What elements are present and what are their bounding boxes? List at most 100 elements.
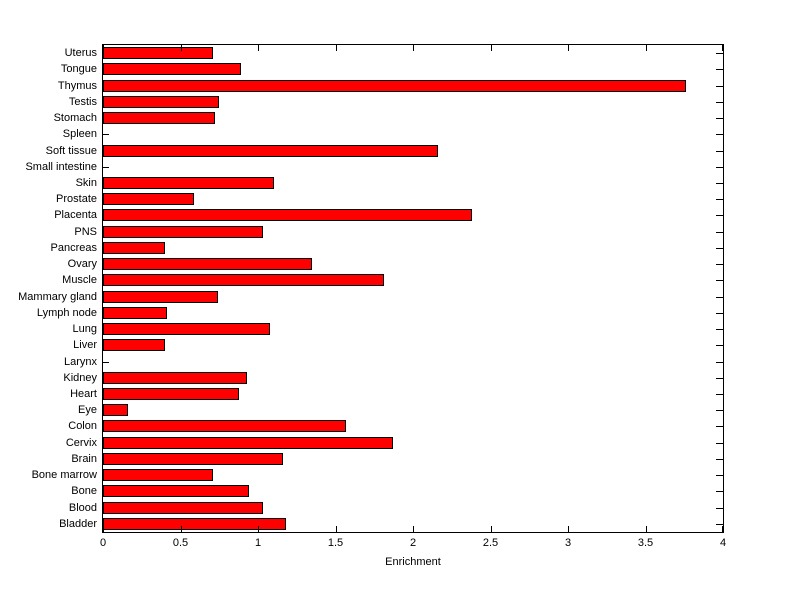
y-tick-label: Mammary gland [18,290,97,303]
bar [103,291,218,303]
y-tick-right [716,378,723,379]
x-tick-bottom [336,526,337,532]
y-tick-right [716,508,723,509]
y-tick-right [716,102,723,103]
y-tick-left [103,134,109,135]
bar [103,47,213,59]
x-tick-top [103,45,104,51]
y-tick-label: Lung [72,323,97,336]
x-tick-bottom [413,526,414,532]
x-tick-label: 2 [409,537,417,549]
bar [103,112,215,124]
x-tick-top [491,45,492,51]
bar [103,420,346,432]
x-tick-label: 3 [564,537,572,549]
y-tick-label: PNS [74,225,97,238]
bar [103,404,128,416]
y-tick-right [716,410,723,411]
y-tick-label: Bone marrow [31,469,97,482]
bar [103,80,686,92]
x-tick-label: 1 [254,537,262,549]
y-tick-label: Soft tissue [45,144,97,157]
x-tick-top [722,45,723,51]
x-tick-bottom [722,526,723,532]
x-tick-top [258,45,259,51]
y-tick-label: Eye [78,404,97,417]
x-axis-title: Enrichment [385,556,441,568]
y-tick-label: Ovary [67,258,97,271]
y-tick-right [716,313,723,314]
x-tick-top [336,45,337,51]
x-tick-top [646,45,647,51]
y-tick-right [716,248,723,249]
x-tick-bottom [491,526,492,532]
y-tick-label: Skin [75,176,97,189]
y-tick-right [716,362,723,363]
bar [103,437,393,449]
y-tick-left [103,167,109,168]
bar [103,96,219,108]
y-tick-label: Heart [70,388,97,401]
bar [103,339,165,351]
y-tick-label: Liver [73,339,97,352]
bar [103,372,247,384]
y-tick-right [716,426,723,427]
y-tick-label: Placenta [54,209,97,222]
y-tick-right [716,459,723,460]
x-tick-label: 1.5 [327,537,344,549]
x-tick-label: 2.5 [482,537,499,549]
bar [103,502,263,514]
x-tick-top [181,45,182,51]
bar [103,209,472,221]
plot-area [102,44,724,533]
y-tick-right [716,297,723,298]
y-tick-right [716,329,723,330]
y-tick-label: Bone [71,485,97,498]
bar [103,323,270,335]
x-tick-label: 3.5 [637,537,654,549]
y-tick-label: Kidney [63,371,97,384]
y-tick-label: Larynx [63,355,97,368]
x-tick-label: 0.5 [172,537,189,549]
y-tick-right [716,491,723,492]
y-tick-label: Pancreas [50,241,97,254]
y-tick-label: Lymph node [36,306,97,319]
y-tick-right [716,264,723,265]
x-tick-bottom [103,526,104,532]
y-tick-right [716,167,723,168]
y-tick-label: Thymus [57,79,97,92]
y-tick-label: Colon [68,420,97,433]
y-tick-label: Muscle [62,274,97,287]
bar [103,258,312,270]
bar [103,274,384,286]
bar [103,518,286,530]
bar [103,226,263,238]
bar [103,177,274,189]
y-tick-label: Stomach [53,112,97,125]
bar [103,63,241,75]
x-tick-bottom [181,526,182,532]
y-tick-right [716,69,723,70]
y-tick-right [716,118,723,119]
y-tick-label: Spleen [62,128,97,141]
x-tick-label: 0 [99,537,107,549]
bar [103,307,167,319]
y-tick-label: Uterus [64,47,97,60]
y-tick-label: Brain [71,452,97,465]
x-tick-top [413,45,414,51]
y-tick-label: Blood [68,501,97,514]
bar [103,388,239,400]
y-tick-right [716,345,723,346]
y-tick-right [716,53,723,54]
y-tick-right [716,443,723,444]
y-tick-label: Small intestine [25,160,97,173]
bar [103,193,194,205]
y-tick-right [716,394,723,395]
bar [103,145,438,157]
y-tick-right [716,151,723,152]
y-tick-right [716,280,723,281]
bar [103,469,213,481]
bar [103,453,283,465]
y-tick-label: Prostate [56,193,97,206]
